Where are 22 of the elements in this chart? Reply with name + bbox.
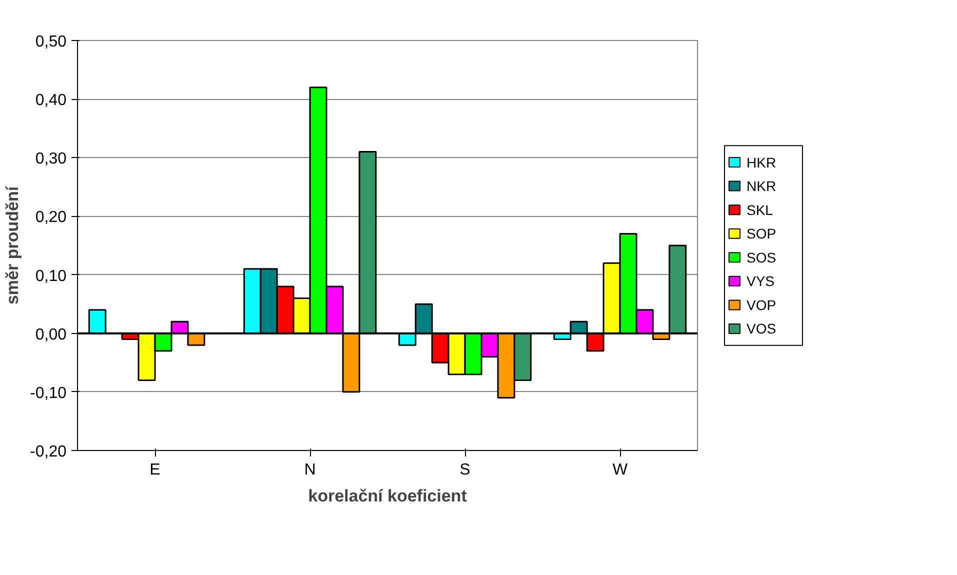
legend-label: NKR (746, 178, 776, 194)
y-tick-label: -0,10 (30, 384, 67, 402)
y-tick-label: 0,50 (35, 34, 67, 50)
legend-label: VYS (746, 273, 775, 290)
x-tick-label: N (304, 462, 316, 478)
y-tick-label: 0,40 (35, 92, 67, 110)
legend-label: SKL (746, 202, 774, 218)
legend-label: SOS (746, 249, 776, 266)
legend-label: VOP (746, 296, 776, 313)
legend-label: SOP (746, 226, 776, 242)
legend-label: HKR (746, 154, 776, 170)
y-axis-title: směr proudění (3, 185, 22, 305)
x-tick-label: S (460, 462, 470, 478)
x-axis-title: korelační koeficient (308, 486, 468, 506)
x-tick-label: W (612, 462, 628, 478)
x-tick-label: E (150, 462, 160, 478)
y-tick-label: 0,20 (35, 209, 67, 226)
y-tick-label: 0,00 (35, 326, 67, 344)
y-tick-label: 0,30 (35, 150, 67, 168)
y-tick-label: -0,20 (30, 444, 67, 460)
y-tick-label: 0,10 (35, 268, 67, 285)
legend-label: VOS (746, 320, 776, 337)
